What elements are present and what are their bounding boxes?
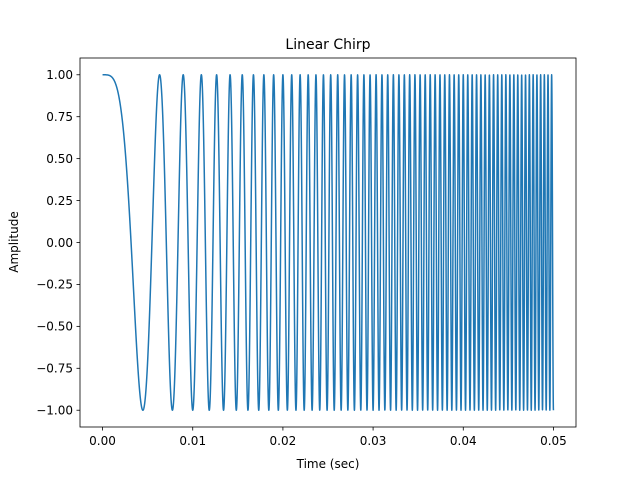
y-tick-label: −1.00 <box>36 404 73 418</box>
x-tick-label: 0.02 <box>270 434 297 448</box>
y-tick-label: 0.75 <box>46 110 73 124</box>
y-tick-label: −0.50 <box>36 320 73 334</box>
y-tick-label: −0.25 <box>36 278 73 292</box>
y-tick-label: 1.00 <box>46 68 73 82</box>
chirp-series-line <box>101 74 555 411</box>
y-tick-label: 0.00 <box>46 236 73 250</box>
x-tick-label: 0.04 <box>450 434 477 448</box>
x-tick-label: 0.03 <box>360 434 387 448</box>
x-tick-label: 0.00 <box>89 434 116 448</box>
x-axis-ticks: 0.00 0.01 0.02 0.03 0.04 0.05 <box>89 427 567 448</box>
y-tick-label: 0.50 <box>46 152 73 166</box>
chart-title: Linear Chirp <box>285 37 370 53</box>
x-tick-label: 0.01 <box>179 434 206 448</box>
x-axis-label: Time (sec) <box>296 457 360 471</box>
y-tick-label: −0.75 <box>36 362 73 376</box>
x-tick-label: 0.05 <box>540 434 567 448</box>
y-tick-label: 0.25 <box>46 194 73 208</box>
y-axis-label: Amplitude <box>7 211 21 273</box>
plot-area <box>101 74 555 411</box>
y-axis-ticks: −1.00 −0.75 −0.50 −0.25 0.00 0.25 0.50 0.75 1.00 <box>36 68 80 418</box>
